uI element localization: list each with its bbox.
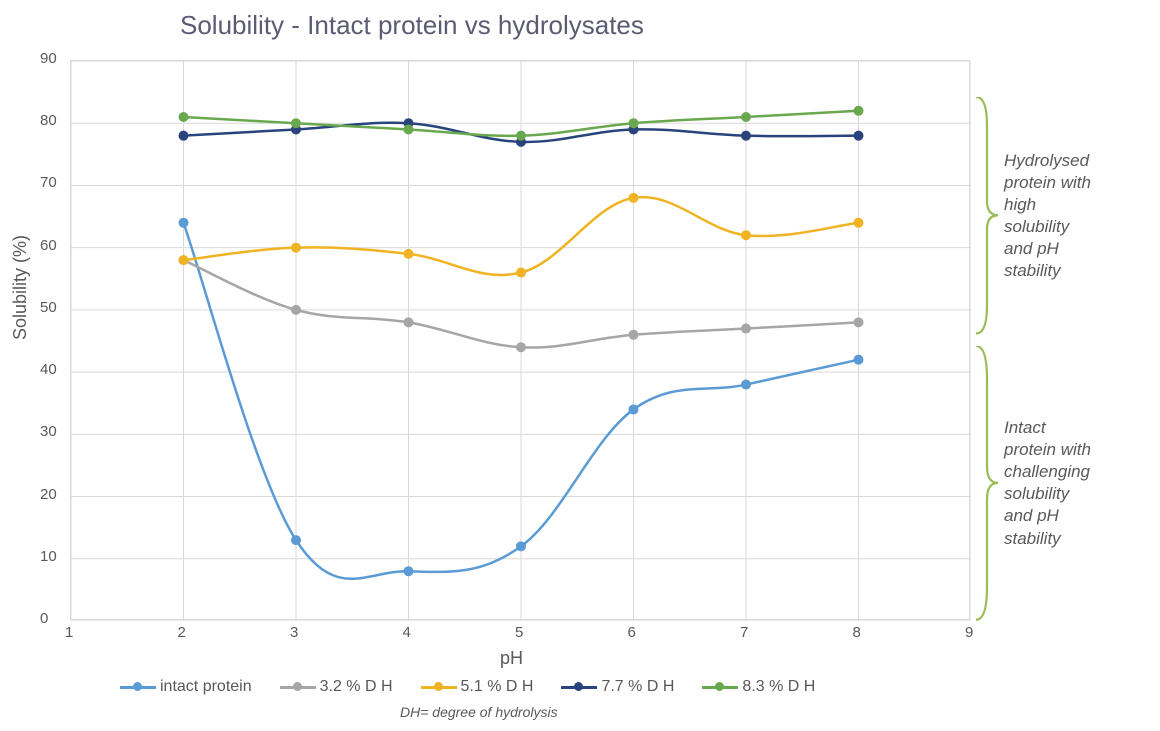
- legend: intact protein 3.2 % D H 5.1 % D H 7.7 %…: [120, 678, 815, 696]
- brace-icon: [976, 97, 1000, 335]
- y-tick-label: 50: [40, 299, 57, 316]
- series-point-dh5.1: [516, 268, 526, 278]
- legend-item-dh7.7: 7.7 % D H: [561, 678, 674, 696]
- series-point-dh5.1: [404, 249, 414, 259]
- brace-icon: [976, 346, 1000, 622]
- series-point-intact: [629, 404, 639, 414]
- series-point-dh8.3: [854, 106, 864, 116]
- y-axis-label: Solubility (%): [10, 235, 31, 340]
- x-tick-label: 8: [853, 624, 861, 641]
- x-axis-label: pH: [500, 648, 523, 669]
- legend-label: 8.3 % D H: [742, 678, 815, 696]
- x-tick-label: 9: [965, 624, 973, 641]
- legend-swatch: [120, 680, 156, 694]
- series-point-dh5.1: [291, 243, 301, 253]
- legend-swatch: [561, 680, 597, 694]
- footnote: DH= degree of hydrolysis: [400, 704, 558, 720]
- legend-item-dh5.1: 5.1 % D H: [421, 678, 534, 696]
- legend-label: 3.2 % D H: [320, 678, 393, 696]
- legend-item-dh8.3: 8.3 % D H: [702, 678, 815, 696]
- plot-area: [70, 60, 970, 620]
- y-tick-label: 40: [40, 361, 57, 378]
- x-tick-label: 7: [740, 624, 748, 641]
- series-point-dh3.2: [854, 317, 864, 327]
- series-point-intact: [741, 380, 751, 390]
- series-point-dh8.3: [629, 118, 639, 128]
- series-point-dh5.1: [179, 255, 189, 265]
- x-tick-label: 1: [65, 624, 73, 641]
- legend-label: 7.7 % D H: [601, 678, 674, 696]
- series-point-intact: [291, 535, 301, 545]
- y-tick-label: 0: [40, 610, 48, 627]
- series-point-dh5.1: [854, 218, 864, 228]
- annotation-hydrolysed: Hydrolysed protein with high solubility …: [1004, 150, 1091, 283]
- legend-swatch: [702, 680, 738, 694]
- legend-swatch: [280, 680, 316, 694]
- series-point-dh7.7: [179, 131, 189, 141]
- y-tick-label: 20: [40, 486, 57, 503]
- series-point-dh7.7: [854, 131, 864, 141]
- legend-swatch: [421, 680, 457, 694]
- series-point-dh8.3: [404, 124, 414, 134]
- series-point-dh8.3: [516, 131, 526, 141]
- x-tick-label: 2: [178, 624, 186, 641]
- chart-svg: [71, 61, 971, 621]
- series-point-dh3.2: [291, 305, 301, 315]
- x-tick-label: 4: [403, 624, 411, 641]
- series-point-dh3.2: [629, 330, 639, 340]
- legend-label: intact protein: [160, 678, 252, 696]
- legend-label: 5.1 % D H: [461, 678, 534, 696]
- y-tick-label: 60: [40, 237, 57, 254]
- series-point-dh5.1: [741, 230, 751, 240]
- series-point-intact: [516, 541, 526, 551]
- series-point-dh3.2: [516, 342, 526, 352]
- x-tick-label: 3: [290, 624, 298, 641]
- legend-item-dh3.2: 3.2 % D H: [280, 678, 393, 696]
- series-point-intact: [854, 355, 864, 365]
- x-tick-label: 5: [515, 624, 523, 641]
- series-point-intact: [404, 566, 414, 576]
- y-tick-label: 30: [40, 423, 57, 440]
- annotation-intact: Intact protein with challenging solubili…: [1004, 417, 1091, 550]
- y-tick-label: 80: [40, 112, 57, 129]
- series-point-dh8.3: [179, 112, 189, 122]
- y-tick-label: 70: [40, 174, 57, 191]
- series-point-dh8.3: [741, 112, 751, 122]
- series-point-dh3.2: [404, 317, 414, 327]
- chart-title: Solubility - Intact protein vs hydrolysa…: [180, 10, 644, 41]
- series-point-dh5.1: [629, 193, 639, 203]
- series-point-dh3.2: [741, 324, 751, 334]
- legend-item-intact: intact protein: [120, 678, 252, 696]
- series-point-intact: [179, 218, 189, 228]
- y-tick-label: 90: [40, 50, 57, 67]
- series-point-dh7.7: [741, 131, 751, 141]
- y-tick-label: 10: [40, 548, 57, 565]
- x-tick-label: 6: [628, 624, 636, 641]
- series-point-dh8.3: [291, 118, 301, 128]
